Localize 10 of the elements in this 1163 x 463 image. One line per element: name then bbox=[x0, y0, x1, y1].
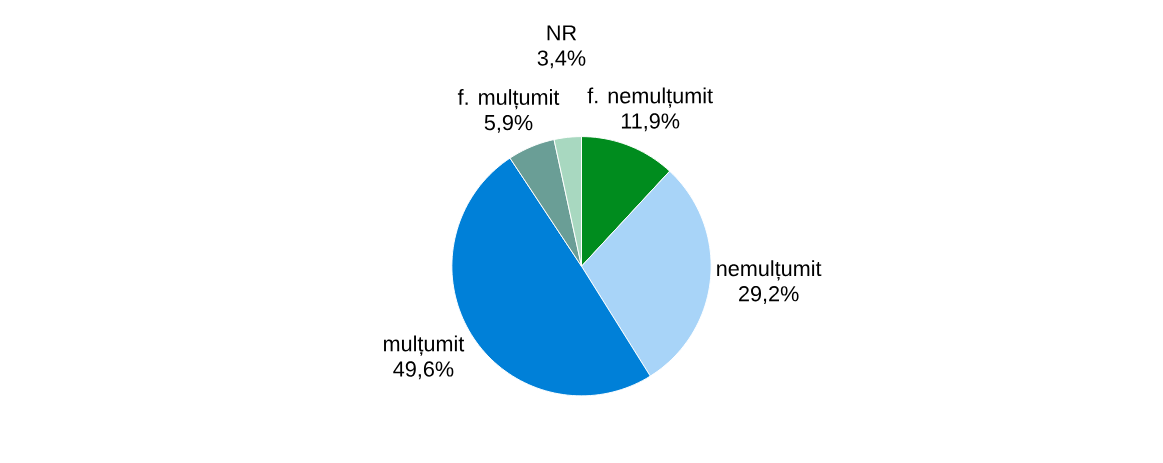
data-label: 29,2% bbox=[739, 286, 799, 304]
data-label: 5,9% bbox=[484, 114, 533, 133]
slice-label: nemulțumit bbox=[717, 260, 822, 281]
data-label: 3,4% bbox=[537, 50, 586, 69]
data-label: 49,6% bbox=[393, 361, 454, 380]
slice-label: NR bbox=[547, 25, 577, 41]
slice-label: mulțumit bbox=[384, 335, 465, 356]
slice-label: f. nemulțumit bbox=[587, 87, 713, 108]
data-label: 11,9% bbox=[621, 113, 680, 132]
slice-label: f. mulțumit bbox=[457, 89, 560, 110]
